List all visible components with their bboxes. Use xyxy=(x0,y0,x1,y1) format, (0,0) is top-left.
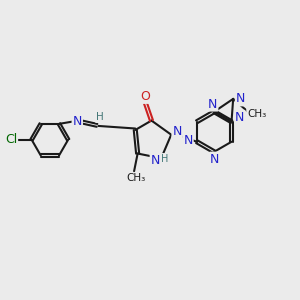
Text: CH₃: CH₃ xyxy=(247,109,266,118)
Text: N: N xyxy=(73,115,82,128)
Text: N: N xyxy=(210,153,220,166)
Text: N: N xyxy=(151,154,160,167)
Text: Cl: Cl xyxy=(5,133,17,146)
Text: H: H xyxy=(161,154,168,164)
Text: CH₃: CH₃ xyxy=(127,173,146,183)
Text: O: O xyxy=(140,90,150,103)
Text: N: N xyxy=(172,125,182,138)
Text: H: H xyxy=(96,112,104,122)
Text: N: N xyxy=(183,134,193,147)
Text: N: N xyxy=(208,98,218,111)
Text: N: N xyxy=(236,92,245,105)
Text: N: N xyxy=(235,111,244,124)
